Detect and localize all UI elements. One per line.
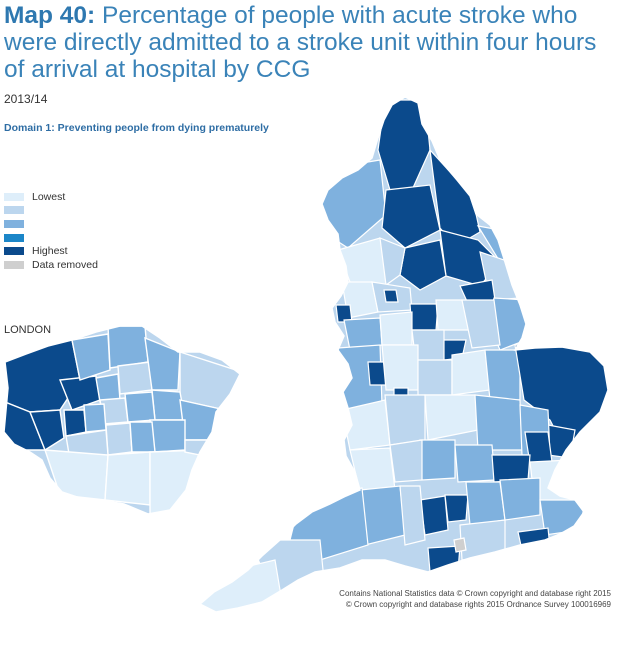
ccg-region bbox=[419, 439, 456, 481]
ccg-region bbox=[379, 311, 413, 346]
england-map bbox=[200, 97, 608, 612]
ccg-region bbox=[451, 349, 491, 396]
ccg-region bbox=[349, 447, 396, 493]
domain-label: Domain 1: Preventing people from dying p… bbox=[4, 122, 269, 134]
ccg-region bbox=[381, 184, 441, 249]
ccg-region bbox=[417, 359, 453, 396]
ccg-region bbox=[381, 344, 419, 391]
ccg-region bbox=[44, 449, 109, 501]
ccg-region bbox=[107, 326, 149, 369]
ccg-region bbox=[484, 349, 521, 401]
ccg-region bbox=[71, 333, 111, 381]
legend-swatch-highest bbox=[4, 247, 24, 256]
map-title: Map 40: Percentage of people with acute … bbox=[4, 2, 616, 83]
map-title-text: Percentage of people with acute stroke w… bbox=[4, 2, 597, 83]
legend-item-lowest: Lowest bbox=[4, 190, 98, 204]
legend-item-highest: Highest bbox=[4, 244, 98, 258]
ccg-region bbox=[499, 477, 541, 521]
ccg-region bbox=[149, 419, 186, 453]
period-label: 2013/14 bbox=[4, 92, 48, 106]
ccg-region bbox=[453, 537, 467, 553]
ccg-region bbox=[547, 424, 576, 459]
ccg-region bbox=[384, 394, 426, 446]
legend-label-highest: Highest bbox=[32, 245, 68, 258]
legend-item-mid bbox=[4, 217, 98, 231]
credit-line-1: Contains National Statistics data © Crow… bbox=[339, 589, 611, 598]
ccg-region bbox=[117, 361, 153, 395]
ccg-region bbox=[444, 494, 469, 523]
ccg-region bbox=[491, 454, 531, 483]
ccg-region bbox=[459, 519, 506, 561]
ccg-region bbox=[517, 527, 551, 551]
credits: Contains National Statistics data © Crow… bbox=[339, 588, 611, 610]
ccg-region bbox=[28, 409, 65, 452]
legend-item-low bbox=[4, 204, 98, 218]
ccg-region bbox=[465, 481, 506, 526]
legend-swatch-removed bbox=[4, 260, 24, 269]
legend-swatch-lowest bbox=[4, 192, 24, 201]
credit-line-2: © Crown copyright and database rights 20… bbox=[345, 600, 611, 609]
legend-swatch-low bbox=[4, 206, 24, 215]
map-number: Map 40: bbox=[4, 2, 96, 29]
ccg-region bbox=[63, 409, 87, 437]
ccg-region bbox=[104, 451, 151, 506]
ccg-region bbox=[200, 559, 286, 612]
ccg-region bbox=[379, 237, 406, 287]
ccg-region bbox=[474, 394, 523, 451]
ccg-region bbox=[83, 403, 107, 433]
ccg-region bbox=[409, 303, 439, 331]
legend: Lowest Highest Data removed bbox=[4, 190, 98, 272]
england-outline bbox=[198, 96, 609, 613]
legend-label-removed: Data removed bbox=[32, 258, 98, 271]
ccg-region bbox=[149, 449, 201, 514]
london-inset-label: LONDON bbox=[4, 324, 52, 336]
london-inset-map bbox=[4, 326, 240, 514]
ccg-region bbox=[399, 485, 426, 546]
ccg-region bbox=[129, 421, 156, 453]
london-outline bbox=[3, 325, 241, 515]
ccg-region bbox=[95, 373, 121, 403]
ccg-region bbox=[389, 439, 423, 483]
ccg-region bbox=[124, 391, 156, 423]
legend-item-removed: Data removed bbox=[4, 258, 98, 272]
ccg-region bbox=[383, 289, 399, 303]
ccg-region bbox=[144, 336, 181, 391]
ccg-region bbox=[105, 422, 133, 456]
legend-swatch-mid bbox=[4, 219, 24, 228]
legend-label-lowest: Lowest bbox=[32, 190, 66, 203]
ccg-region bbox=[454, 444, 496, 483]
legend-swatch-high bbox=[4, 233, 24, 242]
legend-item-high bbox=[4, 231, 98, 245]
ccg-region bbox=[461, 299, 501, 349]
